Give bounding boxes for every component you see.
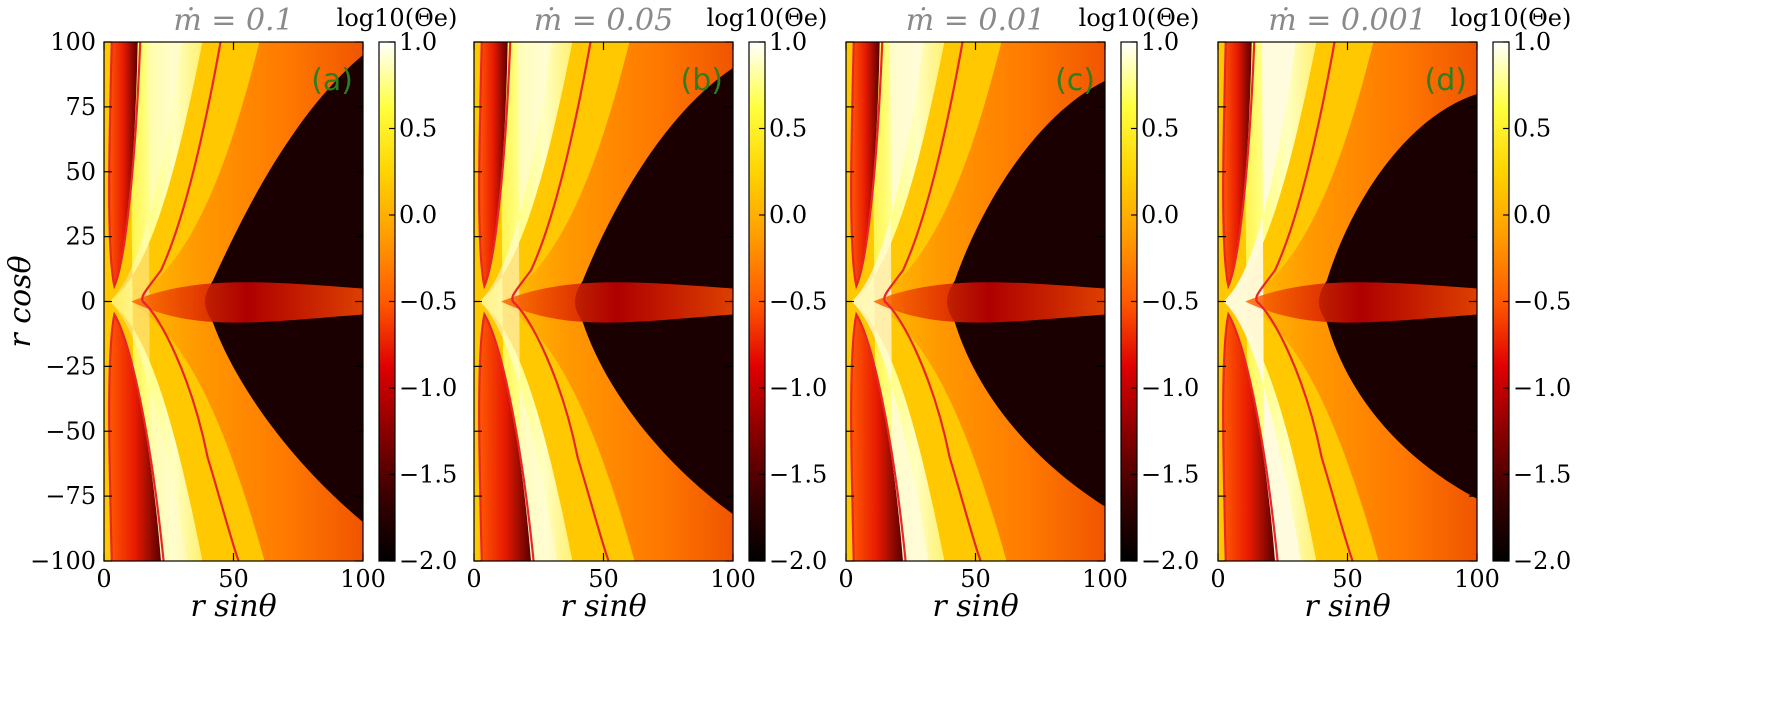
colorbar-tick-label: −0.5 [1141, 288, 1199, 316]
x-tick-label: 0 [466, 565, 481, 593]
x-tick-label: 0 [1210, 565, 1225, 593]
panel-label: (a) [311, 63, 353, 98]
panel-title: ṁ = 0.01 [906, 3, 1045, 38]
y-tick-label: −75 [45, 482, 96, 510]
panel-d: 0 50 100 r sinθ ṁ = 0.001 (d) 1.0 0.5 0.0 −0.5 −1.… [1210, 3, 1571, 624]
colorbar-tick-label: −1.5 [1513, 461, 1571, 489]
y-tick-label: 25 [65, 223, 96, 251]
contour-upper-sheath [850, 42, 884, 290]
upper-sheath [851, 42, 880, 286]
colorbar-tick-label: 1.0 [769, 28, 807, 56]
colorbar-tick-label: −0.5 [769, 288, 827, 316]
x-tick-label: 100 [710, 565, 756, 593]
colorbar-tick-label: 0.5 [399, 115, 437, 143]
colorbar-tick-label: −1.5 [399, 461, 457, 489]
x-tick-label: 50 [960, 565, 991, 593]
panel-title: ṁ = 0.05 [534, 3, 673, 38]
colorbar-tick-label: −2.0 [769, 547, 827, 575]
colorbar-tick-label: −1.5 [1141, 461, 1199, 489]
upper-sheath [479, 42, 508, 286]
colorbar-tick-label: 0.0 [399, 201, 437, 229]
x-tick-label: 50 [588, 565, 619, 593]
colorbar-title: log10(Θe) [1451, 4, 1572, 32]
panel-title: ṁ = 0.001 [1268, 3, 1427, 38]
y-tick-label: 75 [65, 93, 96, 121]
x-tick-label: 0 [96, 565, 111, 593]
contour-lower-sheath [108, 311, 165, 561]
colorbar-tick-label: 1.0 [399, 28, 437, 56]
contour-upper-sheath [1222, 42, 1256, 290]
upper-sheath [1223, 42, 1252, 286]
y-tick-label: 50 [65, 158, 96, 186]
lower-sheath [479, 314, 531, 561]
colorbar-tick-label: 0.0 [769, 201, 807, 229]
colorbar-tick-label: 0.0 [1513, 201, 1551, 229]
y-tick-label: −100 [30, 547, 96, 575]
heatmap-image [474, 42, 733, 561]
contour-funnel [1255, 42, 1354, 561]
contour-lower-sheath [478, 311, 535, 561]
x-tick-label: 50 [1332, 565, 1363, 593]
y-tick-label: 100 [50, 28, 96, 56]
x-tick-label: 100 [340, 565, 386, 593]
colorbar-tick-label: 0.5 [1141, 115, 1179, 143]
panel-label: (b) [681, 63, 723, 98]
colorbar-tick-label: 1.0 [1141, 28, 1179, 56]
colorbar-tick-label: −1.0 [1141, 374, 1199, 402]
lower-sheath [1223, 314, 1275, 561]
upper-sheath [109, 42, 138, 286]
colorbar-tick-label: 1.0 [1513, 28, 1551, 56]
y-tick-label: −50 [45, 417, 96, 445]
colorbar-title: log10(Θe) [337, 4, 458, 32]
contour-lower-sheath [1222, 311, 1279, 561]
midplane-layer [1245, 282, 1477, 323]
colorbar-tick-label: −1.5 [769, 461, 827, 489]
y-axis-label: r cosθ [3, 255, 38, 347]
x-axis-label: r sinθ [1304, 589, 1390, 624]
x-tick-label: 50 [218, 565, 249, 593]
contour-funnel [511, 42, 610, 561]
panel-a: 0 50 100 100 75 50 25 0 −25 −50 −75 −100 r sinθ r cos… [3, 3, 457, 624]
panel-label: (d) [1425, 63, 1467, 98]
x-axis-label: r sinθ [560, 589, 646, 624]
contour-upper-sheath [108, 42, 142, 290]
heatmap-image [1218, 42, 1477, 561]
colorbar-tick-label: −1.0 [769, 374, 827, 402]
midplane-layer [873, 282, 1105, 323]
contour-funnel [141, 42, 240, 561]
x-tick-label: 100 [1082, 565, 1128, 593]
heatmap-image [846, 42, 1105, 561]
colorbar-tick-label: −0.5 [1513, 288, 1571, 316]
midplane-layer [131, 282, 363, 323]
y-tick-label: 0 [81, 288, 96, 316]
x-axis-label: r sinθ [932, 589, 1018, 624]
x-axis-label: r sinθ [190, 589, 276, 624]
contour-lower-sheath [850, 311, 907, 561]
x-tick-label: 0 [838, 565, 853, 593]
colorbar-title: log10(Θe) [1079, 4, 1200, 32]
x-tick-label: 100 [1454, 565, 1500, 593]
colorbar-tick-label: −2.0 [1141, 547, 1199, 575]
panel-title: ṁ = 0.1 [173, 3, 293, 38]
colorbar-title: log10(Θe) [707, 4, 828, 32]
colorbar-tick-label: −0.5 [399, 288, 457, 316]
midplane-layer [501, 282, 733, 323]
colorbar-tick-label: 0.0 [1141, 201, 1179, 229]
colorbar-tick-label: −1.0 [1513, 374, 1571, 402]
colorbar-tick-label: −1.0 [399, 374, 457, 402]
lower-sheath [109, 314, 161, 561]
panel-b: 0 50 100 r sinθ ṁ = 0.05(b) 1.0 0.5 0.0 −0.5 −1.0… [466, 3, 827, 624]
contour-funnel [883, 42, 982, 561]
colorbar-tick-label: 0.5 [769, 115, 807, 143]
y-tick-label: −25 [45, 352, 96, 380]
lower-sheath [851, 314, 903, 561]
panel-label: (c) [1055, 63, 1095, 98]
panel-c: 0 50 100 r sinθ ṁ = 0.01 (c) 1.0 0.5 0.0 −0.5 −1.0… [838, 3, 1199, 624]
contour-upper-sheath [478, 42, 512, 290]
colorbar-tick-label: −2.0 [399, 547, 457, 575]
heatmap-image [104, 42, 363, 561]
colorbar-tick-label: 0.5 [1513, 115, 1551, 143]
colorbar-tick-label: −2.0 [1513, 547, 1571, 575]
